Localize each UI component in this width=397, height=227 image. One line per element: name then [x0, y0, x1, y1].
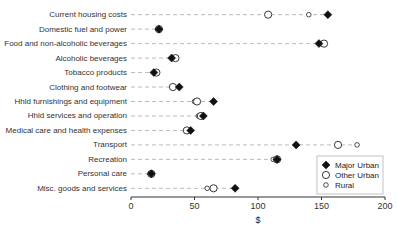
category-label: Medical care and health expenses [6, 126, 127, 135]
guide-line [131, 159, 277, 160]
dot [205, 186, 210, 191]
dot [155, 25, 163, 33]
category-label: Alcoholic beverages [55, 54, 127, 63]
category-label: Transport [93, 140, 128, 149]
legend-label: Rural [335, 181, 354, 190]
dot [175, 83, 183, 91]
legend-label: Other Urban [335, 171, 379, 180]
x-tick [385, 197, 386, 200]
dot [315, 40, 323, 48]
legend-swatch [324, 183, 329, 188]
dot [147, 170, 155, 178]
guide-line [131, 14, 328, 15]
guide-line [131, 130, 191, 131]
dot [273, 156, 280, 163]
category-label: Hhld services and operation [28, 111, 127, 120]
chart: Current housing costs Domestic fuel and p… [0, 0, 397, 227]
legend-swatch [322, 161, 330, 169]
x-tick-label: 150 [314, 201, 329, 211]
dot [307, 12, 312, 17]
legend-frame [317, 156, 383, 194]
dot [155, 26, 162, 33]
x-axis-label: $ [255, 215, 260, 225]
dot [210, 98, 218, 106]
x-tick-label: 200 [377, 201, 392, 211]
dot [273, 155, 281, 163]
x-tick [131, 197, 132, 200]
dot [148, 170, 155, 177]
guide-line [131, 43, 324, 44]
category-label: Misc. goods and services [37, 184, 127, 193]
dot [199, 112, 207, 120]
dot [324, 11, 332, 19]
guide-line [131, 188, 235, 189]
dot [210, 185, 217, 192]
category-label: Clothing and footwear [49, 83, 127, 92]
legend-label: Major Urban [335, 161, 379, 170]
x-tick-label: 100 [250, 201, 265, 211]
x-tick [321, 197, 322, 200]
x-tick-label: 50 [189, 201, 199, 211]
guide-line [131, 115, 203, 116]
dot [292, 141, 300, 149]
dot [334, 141, 341, 148]
dot [187, 126, 195, 134]
guide-line [131, 144, 357, 145]
category-label: Tobacco products [64, 68, 127, 77]
legend: Major UrbanOther UrbanRural [317, 156, 383, 194]
guide-line [131, 101, 214, 102]
dot [193, 98, 200, 105]
x-tick [258, 197, 259, 200]
category-label: Current housing costs [49, 10, 127, 19]
dot [150, 69, 158, 77]
dot [355, 143, 360, 148]
dot [168, 54, 176, 62]
x-tick-label: 0 [128, 201, 133, 211]
legend-swatch [322, 171, 329, 178]
category-label: Personal care [78, 169, 128, 178]
dot [231, 184, 239, 192]
category-label: Food and non-alcoholic beverages [4, 39, 127, 48]
category-label: Domestic fuel and power [39, 25, 127, 34]
plot-area [131, 11, 359, 193]
category-label: Hhld furnishings and equipment [14, 97, 127, 106]
dot [265, 11, 272, 18]
x-tick [194, 197, 195, 200]
category-label: Recreation [88, 155, 127, 164]
